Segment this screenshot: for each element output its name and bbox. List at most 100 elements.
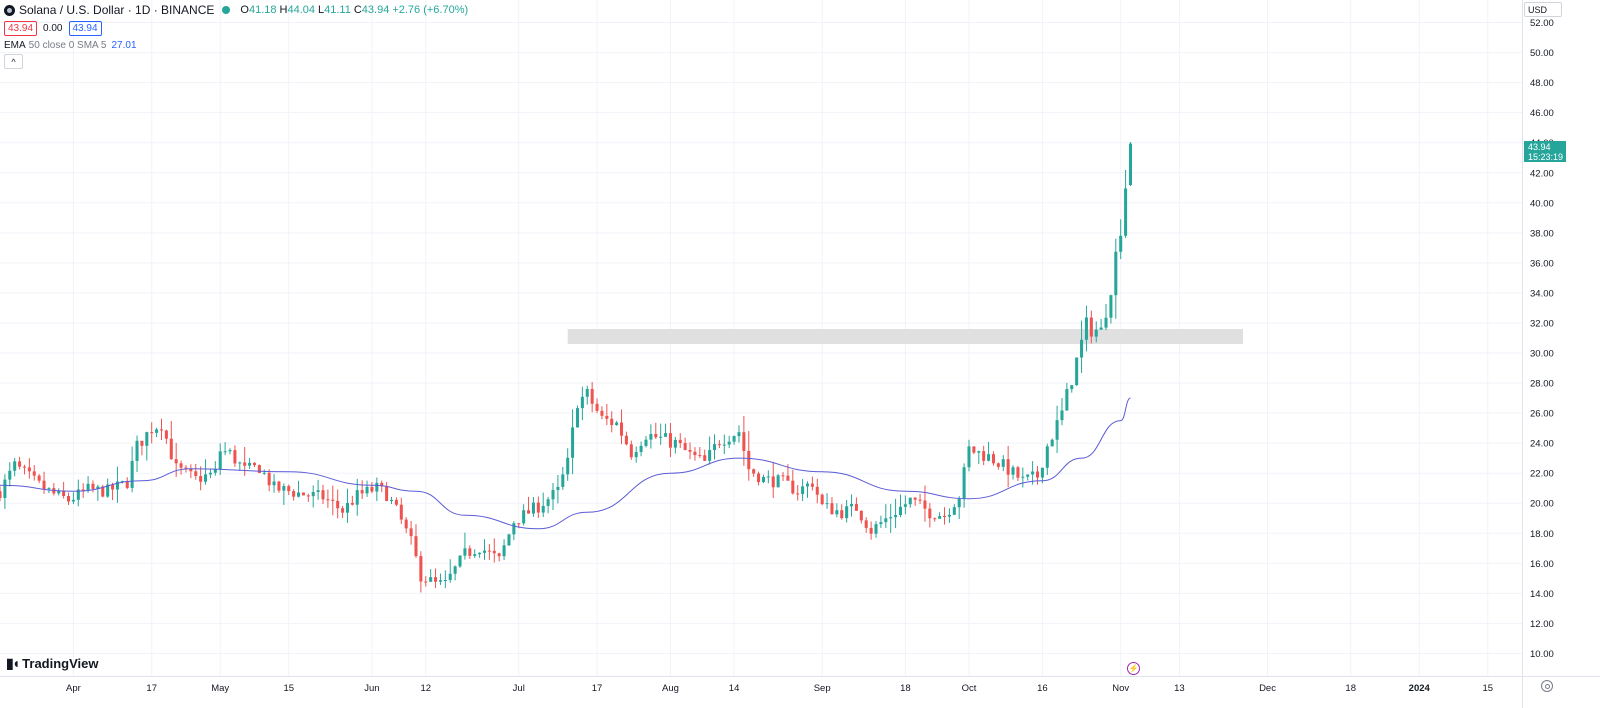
time-tick-label: 15 (283, 683, 294, 694)
candle (115, 466, 119, 503)
candle (375, 477, 379, 502)
candle (850, 494, 854, 517)
candle (199, 466, 203, 491)
tradingview-logo[interactable]: ▮◖ TradingView (6, 655, 99, 672)
candle (566, 448, 570, 481)
market-status-icon[interactable] (222, 6, 231, 14)
gear-icon[interactable] (1541, 680, 1553, 692)
candle (370, 482, 374, 494)
candle (350, 495, 354, 506)
candle (492, 538, 496, 563)
candle (654, 422, 658, 439)
candle (771, 461, 775, 499)
candle (712, 434, 717, 460)
legend-bid-ask-row: 43.94 0.00 43.94 (4, 20, 108, 36)
time-axis[interactable]: Apr 17 May 15 Jun 12 Jul 17 Aug 14 Sep 18 Oct 16 Nov 13… (0, 676, 1600, 695)
candle (737, 425, 741, 443)
candle (805, 481, 810, 498)
candle (135, 435, 139, 472)
candle (903, 495, 907, 515)
price-tick-label: 46.00 (1530, 108, 1554, 119)
price-tick-label: 18.00 (1530, 529, 1554, 540)
legend-indicator-row[interactable]: EMA 50 close 0 SMA 5 27.01 (4, 38, 137, 52)
candle (982, 445, 986, 466)
candle (546, 496, 550, 514)
candle (1021, 467, 1025, 488)
candle (664, 423, 668, 438)
candle (536, 496, 540, 518)
candle (336, 489, 340, 519)
candle (399, 497, 403, 524)
candle (703, 449, 707, 462)
candle (869, 521, 873, 540)
candle (174, 442, 178, 477)
candles (0, 142, 1133, 593)
candle (894, 498, 898, 529)
time-tick-label: Sep (814, 683, 831, 694)
candle (531, 497, 535, 517)
legend-symbol-row: Solana / U.S. Dollar · 1D · BINANCE O 41… (4, 2, 471, 18)
price-tick-label: 52.00 (1530, 18, 1554, 29)
candle (551, 482, 555, 511)
candle (708, 436, 712, 465)
spread-value: 0.00 (43, 22, 63, 34)
candle (541, 492, 545, 518)
bid-price-box[interactable]: 43.94 (4, 20, 38, 36)
time-tick-label: 16 (1037, 683, 1048, 694)
price-tick-label: 30.00 (1530, 349, 1554, 360)
candle (125, 477, 129, 490)
candle (649, 424, 653, 449)
candle (556, 474, 560, 504)
candle (859, 510, 863, 524)
candle (277, 480, 281, 493)
candle (311, 485, 315, 508)
price-axis[interactable]: 10.00 12.00 14.00 16.00 18.00 20.00 22.00 24.00… (1522, 0, 1554, 708)
candle (1065, 382, 1069, 411)
candle (419, 551, 423, 593)
candle (1075, 357, 1079, 386)
candle (835, 503, 839, 518)
price-tick-label: 36.00 (1530, 258, 1554, 269)
lightning-event-icon[interactable]: ⚡ (1127, 662, 1140, 675)
candle (482, 539, 487, 560)
collapse-legend-button[interactable]: ^ (4, 54, 23, 69)
candle (262, 469, 266, 476)
candle (1055, 405, 1059, 454)
candle (766, 470, 770, 484)
candle (918, 493, 922, 505)
price-tick-label: 10.00 (1530, 649, 1554, 660)
ask-price-box[interactable]: 43.94 (68, 20, 102, 36)
candle (473, 549, 477, 558)
last-price-value: 43.94 (1528, 142, 1551, 152)
currency-button[interactable]: USD (1524, 2, 1562, 17)
price-tick-label: 24.00 (1530, 439, 1554, 450)
candle (830, 497, 834, 515)
candle (468, 545, 472, 560)
candle (282, 483, 286, 505)
candle (688, 442, 692, 460)
candle (1016, 465, 1020, 481)
candle (189, 464, 193, 479)
candle (967, 439, 971, 472)
candle (111, 482, 115, 501)
candle (385, 482, 389, 502)
candle (913, 497, 917, 506)
candle (512, 521, 516, 541)
candle (1119, 219, 1123, 260)
candle (996, 462, 1000, 470)
price-tick-label: 20.00 (1530, 499, 1554, 510)
price-tick-label: 16.00 (1530, 559, 1554, 570)
candle (159, 418, 164, 441)
candle (429, 569, 433, 583)
candle (575, 405, 579, 428)
candle (590, 382, 594, 413)
candle (815, 478, 819, 504)
candle (169, 421, 173, 460)
symbol-title[interactable]: Solana / U.S. Dollar · 1D · BINANCE (19, 3, 215, 17)
price-tick-label: 40.00 (1530, 198, 1554, 209)
candle (248, 458, 252, 470)
candle (66, 492, 71, 506)
candle (1084, 305, 1088, 352)
candle (150, 422, 154, 444)
